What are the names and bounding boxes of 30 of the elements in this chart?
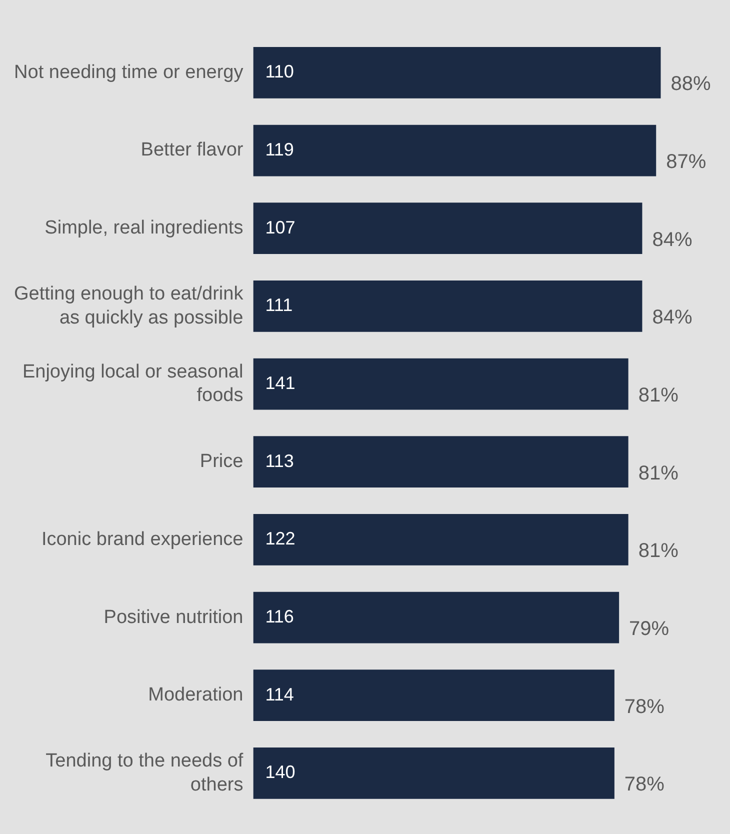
annotation: 114 xyxy=(265,684,294,704)
annotation: 107 xyxy=(265,217,296,238)
y-tick-label: Enjoying local or seasonal foods xyxy=(22,361,244,406)
y-tick-label: Not needing time or energy xyxy=(14,62,244,83)
data-label: 88% xyxy=(670,73,711,96)
y-tick-label: Iconic brand experience xyxy=(41,528,244,550)
y-tick-label: Tending to the needs of others xyxy=(46,750,244,796)
annotation: 113 xyxy=(265,450,294,471)
data-label: 84% xyxy=(652,228,692,251)
annotation: 119 xyxy=(265,139,294,160)
data-label: 84% xyxy=(652,306,692,329)
annotation: 116 xyxy=(265,606,294,626)
y-tick-label: Positive nutrition xyxy=(104,606,244,628)
data-label: 78% xyxy=(624,696,665,718)
data-label: 78% xyxy=(624,774,665,796)
annotation: 111 xyxy=(265,295,293,316)
data-label: 81% xyxy=(638,384,679,407)
annotation: 141 xyxy=(265,372,296,393)
data-label: 87% xyxy=(666,151,706,174)
annotation: 110 xyxy=(265,62,294,82)
annotation: 140 xyxy=(265,762,296,782)
y-tick-label: Moderation xyxy=(148,684,244,706)
data-label: 81% xyxy=(638,540,679,562)
y-tick-label: Better flavor xyxy=(140,140,244,161)
y-tick-label: Price xyxy=(200,451,244,472)
annotation: 122 xyxy=(265,528,296,549)
data-label: 81% xyxy=(638,462,679,484)
data-label: 79% xyxy=(629,618,670,640)
y-tick-label: Getting enough to eat/drink as quickly as possible xyxy=(14,284,244,328)
y-tick-label: Simple, real ingredients xyxy=(44,218,244,239)
